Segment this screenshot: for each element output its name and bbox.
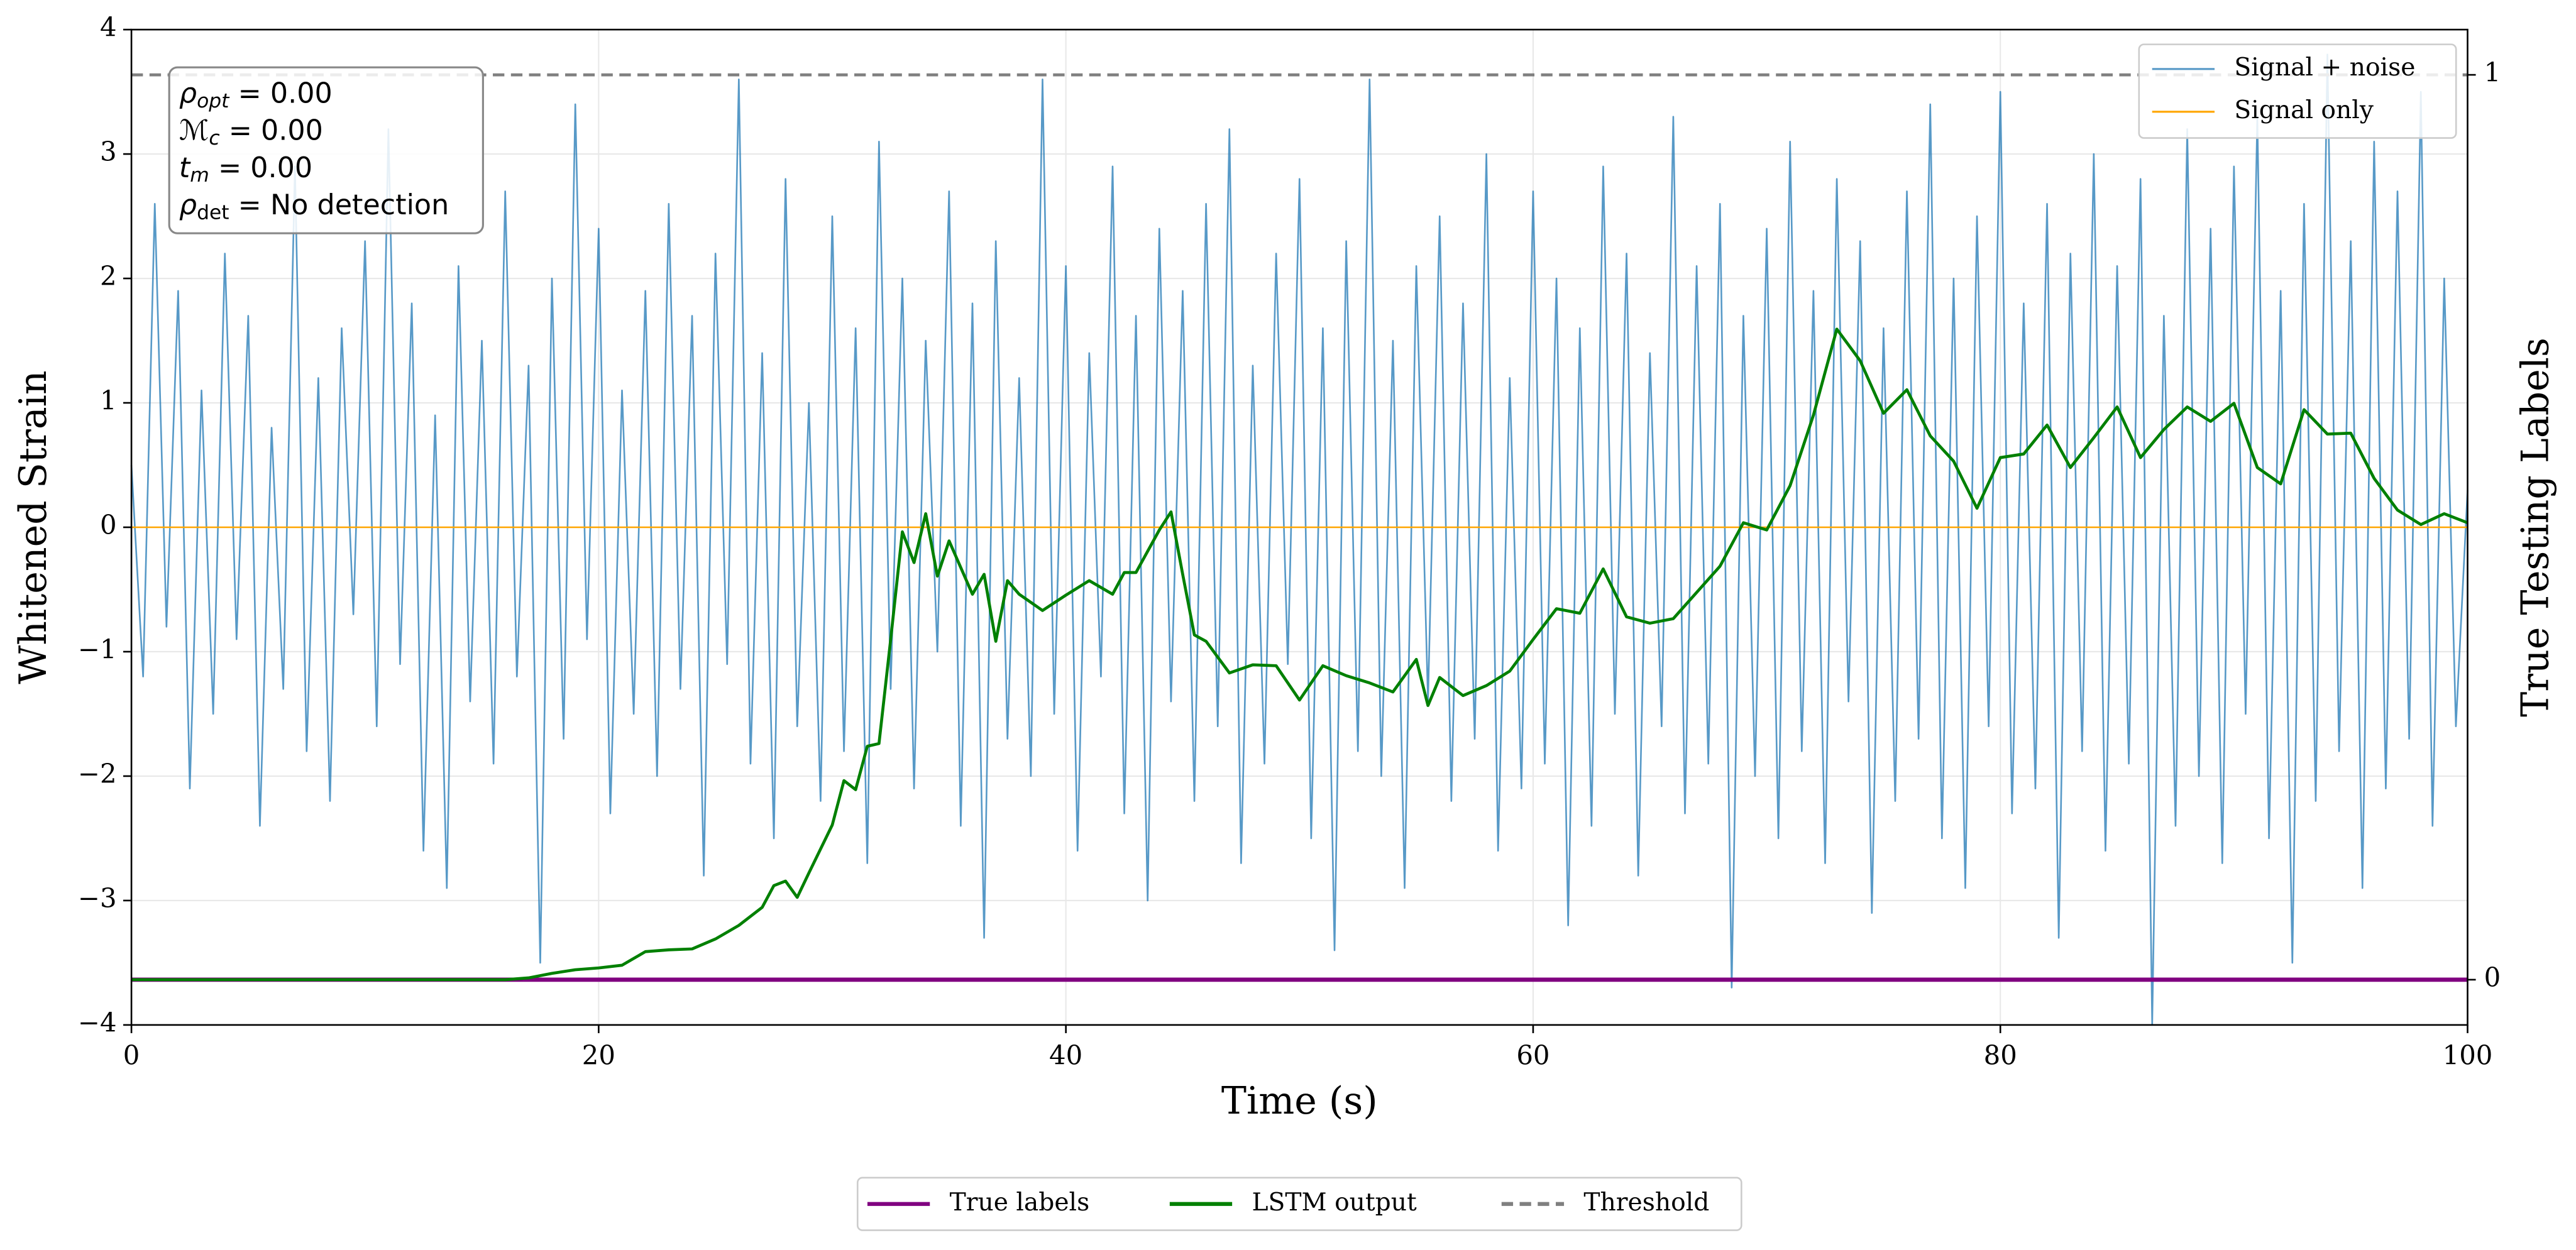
- annotation-subscript: c: [209, 127, 219, 150]
- x-tick-label: 100: [2443, 1040, 2493, 1071]
- annotation-text: = 0.00: [209, 152, 312, 184]
- series-line: [130, 53, 2469, 1026]
- y-tick-label: 1: [100, 385, 117, 416]
- y-tick-label: 0: [100, 509, 117, 540]
- legend: Signal + noise Signal only True labels LSTM…: [867, 53, 2415, 1217]
- x-tick-label: 0: [123, 1040, 140, 1071]
- annotation-subscript: det: [197, 201, 229, 224]
- x-axis-label: Time (s): [1221, 1079, 1378, 1123]
- y-tick-label: −1: [78, 633, 117, 664]
- annotation-text: = 0.00: [220, 115, 323, 147]
- annotation-symbol: ρ: [179, 189, 197, 221]
- annotation-subscript: opt: [197, 90, 230, 112]
- annotation-symbol: ℳ: [179, 115, 209, 147]
- y2-tick-label: 1: [2484, 57, 2501, 88]
- legend-label: Signal only: [2234, 96, 2374, 124]
- legend-box: [2138, 43, 2457, 139]
- series-line: [131, 327, 2469, 982]
- annotation: ℳc = 0.00: [179, 115, 323, 150]
- legend-label: True labels: [950, 1188, 1090, 1217]
- legend-label: Signal + noise: [2234, 53, 2415, 82]
- y2-axis-label: True Testing Labels: [2513, 337, 2557, 717]
- y-tick-label: −2: [78, 758, 117, 789]
- legend-label: Threshold: [1583, 1188, 1709, 1217]
- annotation: tm = 0.00: [179, 152, 312, 187]
- y-axis-label: Whitened Strain: [11, 370, 55, 684]
- y-tick-label: 2: [100, 261, 117, 292]
- annotation-box: [168, 66, 484, 234]
- y-tick-label: −4: [78, 1007, 117, 1038]
- y2-tick-label: 0: [2484, 962, 2501, 992]
- plot-area: [130, 53, 2469, 1026]
- annotation-symbol: ρ: [179, 78, 197, 110]
- y-tick-label: −3: [78, 882, 117, 913]
- x-tick-label: 40: [1049, 1040, 1082, 1071]
- legend-box: [856, 1176, 1742, 1231]
- annotation-subscript: m: [190, 164, 209, 187]
- annotation: ρdet = No detection: [179, 189, 449, 224]
- y-tick-label: 4: [100, 12, 117, 43]
- x-tick-label: 80: [1984, 1040, 2017, 1071]
- x-tick-label: 60: [1516, 1040, 1549, 1071]
- annotation: ρopt = 0.00: [179, 78, 333, 112]
- x-tick-label: 20: [582, 1040, 615, 1071]
- legend-label: LSTM output: [1252, 1188, 1417, 1217]
- annotation-text: = No detection: [229, 189, 449, 221]
- y-tick-label: 3: [100, 136, 117, 167]
- annotation-symbol: t: [179, 152, 191, 184]
- annotation-text: = 0.00: [229, 78, 332, 110]
